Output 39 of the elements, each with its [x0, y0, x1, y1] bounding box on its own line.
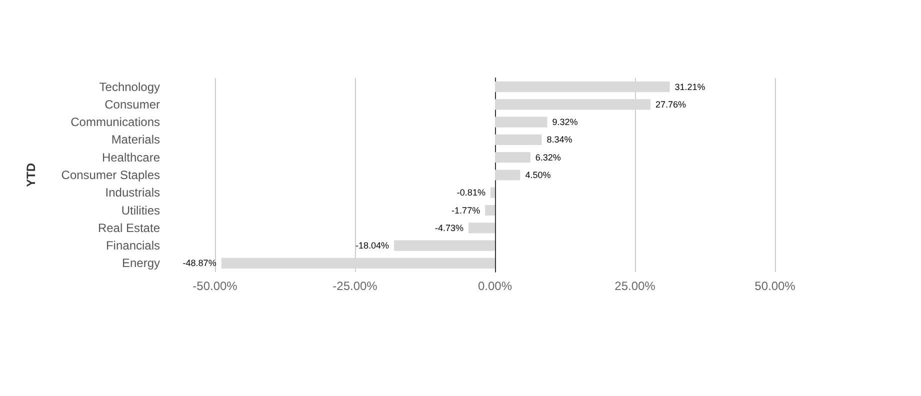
bar	[394, 240, 495, 251]
data-label: -48.87%	[182, 258, 216, 268]
data-label: 27.76%	[655, 99, 686, 110]
bar	[490, 187, 495, 198]
bar	[495, 116, 548, 128]
bar	[495, 134, 542, 146]
bar	[495, 99, 650, 110]
data-label: -1.77%	[452, 205, 480, 216]
bar	[221, 258, 495, 268]
y-tick-label: Energy	[122, 256, 160, 270]
y-tick-label: Real Estate	[98, 220, 160, 235]
y-tick-label: Technology	[99, 80, 160, 94]
x-tick-label: 0.00%	[478, 279, 512, 293]
bar	[495, 170, 520, 180]
data-label: 6.32%	[535, 152, 561, 162]
x-tick-label: -25.00%	[332, 279, 378, 293]
bar	[495, 82, 670, 92]
y-axis-title: YTD	[24, 162, 38, 187]
data-label: 9.32%	[552, 117, 578, 128]
y-tick-label: Industrials	[105, 186, 160, 200]
x-tick-label: 50.00%	[754, 279, 796, 293]
data-label: -4.73%	[434, 222, 464, 233]
x-tick-label: -50.00%	[192, 279, 238, 293]
y-tick-label: Consumer	[104, 97, 160, 112]
y-tick-label: Utilities	[121, 203, 160, 218]
data-label: 31.21%	[674, 82, 706, 92]
bar	[495, 152, 530, 163]
bar	[485, 204, 495, 216]
x-tick-label: 25.00%	[614, 279, 656, 293]
data-label: 4.50%	[525, 170, 551, 180]
bar	[468, 222, 495, 234]
y-tick-label: Materials	[111, 132, 160, 147]
data-label: -18.04%	[355, 240, 389, 251]
y-tick-label: Communications	[70, 115, 160, 130]
y-tick-label: Healthcare	[102, 150, 160, 164]
data-label: 8.34%	[546, 134, 572, 145]
data-label: -0.81%	[456, 188, 486, 198]
y-tick-label: Consumer Staples	[61, 168, 160, 182]
y-tick-label: Financials	[106, 238, 160, 253]
